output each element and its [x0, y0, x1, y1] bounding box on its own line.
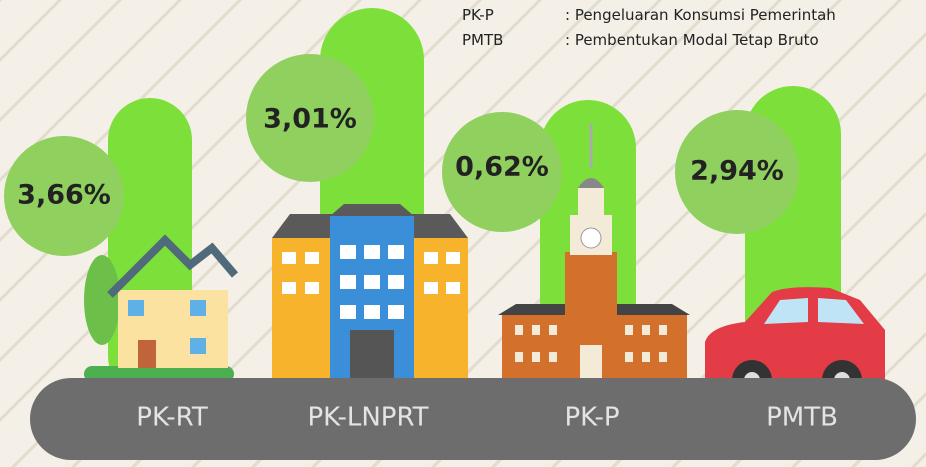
building-icon: [272, 204, 468, 384]
percent: 3,66%: [17, 180, 111, 211]
percent: 2,94%: [690, 156, 784, 187]
item-label: PK-P: [564, 403, 619, 433]
percent: 3,01%: [263, 104, 357, 135]
item-label: PMTB: [766, 403, 838, 433]
legend-abbr: PK-P: [462, 6, 494, 24]
legend-desc: : Pengeluaran Konsumsi Pemerintah: [565, 6, 836, 24]
item-label: PK-LNPRT: [307, 403, 428, 433]
item-label: PK-RT: [136, 403, 208, 433]
legend-desc: : Pembentukan Modal Tetap Bruto: [565, 31, 819, 49]
percent: 0,62%: [455, 152, 549, 183]
infographic: PK-P : Pengeluaran Konsumsi Pemerintah P…: [0, 0, 926, 467]
legend-abbr: PMTB: [462, 31, 503, 49]
